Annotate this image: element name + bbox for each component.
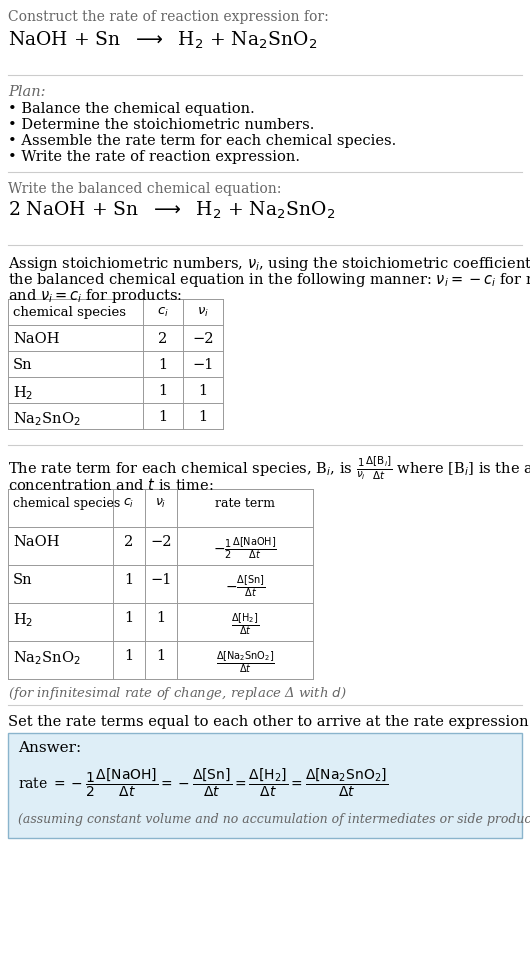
- Text: 2: 2: [158, 332, 167, 346]
- Text: and $\nu_i = c_i$ for products:: and $\nu_i = c_i$ for products:: [8, 287, 182, 305]
- Text: $\frac{\Delta[\mathrm{Na_2SnO_2}]}{\Delta t}$: $\frac{\Delta[\mathrm{Na_2SnO_2}]}{\Delt…: [216, 649, 275, 675]
- Text: • Assemble the rate term for each chemical species.: • Assemble the rate term for each chemic…: [8, 134, 396, 148]
- Text: $\nu_i$: $\nu_i$: [155, 497, 167, 510]
- Text: Assign stoichiometric numbers, $\nu_i$, using the stoichiometric coefficients, $: Assign stoichiometric numbers, $\nu_i$, …: [8, 255, 530, 273]
- Text: chemical species: chemical species: [13, 306, 126, 319]
- Text: −1: −1: [192, 358, 214, 372]
- Text: chemical species: chemical species: [13, 497, 120, 510]
- Text: Sn: Sn: [13, 573, 33, 587]
- Text: 1: 1: [125, 649, 134, 663]
- Text: Sn: Sn: [13, 358, 33, 372]
- Text: H$_2$: H$_2$: [13, 611, 33, 628]
- Text: rate term: rate term: [215, 497, 275, 510]
- Text: 2 NaOH + Sn  $\longrightarrow$  H$_2$ + Na$_2$SnO$_2$: 2 NaOH + Sn $\longrightarrow$ H$_2$ + Na…: [8, 200, 335, 221]
- Text: 1: 1: [158, 410, 167, 424]
- Text: 1: 1: [156, 649, 165, 663]
- Text: $-\frac{\Delta[\mathrm{Sn}]}{\Delta t}$: $-\frac{\Delta[\mathrm{Sn}]}{\Delta t}$: [225, 573, 265, 599]
- Text: 1: 1: [156, 611, 165, 625]
- Text: 1: 1: [158, 384, 167, 398]
- Text: Set the rate terms equal to each other to arrive at the rate expression:: Set the rate terms equal to each other t…: [8, 715, 530, 729]
- Text: Na$_2$SnO$_2$: Na$_2$SnO$_2$: [13, 649, 81, 666]
- Text: $c_i$: $c_i$: [123, 497, 135, 510]
- Text: 1: 1: [125, 573, 134, 587]
- Text: NaOH: NaOH: [13, 535, 59, 549]
- Text: 1: 1: [125, 611, 134, 625]
- Text: 1: 1: [198, 410, 208, 424]
- Text: The rate term for each chemical species, B$_i$, is $\frac{1}{\nu_i}\frac{\Delta[: The rate term for each chemical species,…: [8, 455, 530, 482]
- Text: rate $= -\dfrac{1}{2}\dfrac{\Delta[\mathrm{NaOH}]}{\Delta t}= -\dfrac{\Delta[\ma: rate $= -\dfrac{1}{2}\dfrac{\Delta[\math…: [18, 767, 388, 800]
- Text: Answer:: Answer:: [18, 741, 81, 755]
- Text: −2: −2: [150, 535, 172, 549]
- Text: 2: 2: [125, 535, 134, 549]
- Text: concentration and $t$ is time:: concentration and $t$ is time:: [8, 477, 214, 493]
- Text: Construct the rate of reaction expression for:: Construct the rate of reaction expressio…: [8, 10, 329, 24]
- FancyBboxPatch shape: [8, 733, 522, 838]
- Text: $-\frac{1}{2}\frac{\Delta[\mathrm{NaOH}]}{\Delta t}$: $-\frac{1}{2}\frac{\Delta[\mathrm{NaOH}]…: [213, 535, 277, 561]
- Text: H$_2$: H$_2$: [13, 384, 33, 401]
- Text: $\frac{\Delta[\mathrm{H_2}]}{\Delta t}$: $\frac{\Delta[\mathrm{H_2}]}{\Delta t}$: [231, 611, 259, 637]
- Text: (for infinitesimal rate of change, replace Δ with $d$): (for infinitesimal rate of change, repla…: [8, 685, 347, 702]
- Text: $\nu_i$: $\nu_i$: [197, 306, 209, 319]
- Text: (assuming constant volume and no accumulation of intermediates or side products): (assuming constant volume and no accumul…: [18, 813, 530, 826]
- Text: −2: −2: [192, 332, 214, 346]
- Text: 1: 1: [198, 384, 208, 398]
- Text: the balanced chemical equation in the following manner: $\nu_i = -c_i$ for react: the balanced chemical equation in the fo…: [8, 271, 530, 289]
- Text: Write the balanced chemical equation:: Write the balanced chemical equation:: [8, 182, 281, 196]
- Text: NaOH + Sn  $\longrightarrow$  H$_2$ + Na$_2$SnO$_2$: NaOH + Sn $\longrightarrow$ H$_2$ + Na$_…: [8, 30, 317, 52]
- Text: • Determine the stoichiometric numbers.: • Determine the stoichiometric numbers.: [8, 118, 314, 132]
- Text: • Write the rate of reaction expression.: • Write the rate of reaction expression.: [8, 150, 300, 164]
- Text: 1: 1: [158, 358, 167, 372]
- Text: −1: −1: [151, 573, 172, 587]
- Text: $c_i$: $c_i$: [157, 306, 169, 319]
- Text: NaOH: NaOH: [13, 332, 59, 346]
- Text: Na$_2$SnO$_2$: Na$_2$SnO$_2$: [13, 410, 81, 428]
- Text: Plan:: Plan:: [8, 85, 46, 99]
- Text: • Balance the chemical equation.: • Balance the chemical equation.: [8, 102, 255, 116]
